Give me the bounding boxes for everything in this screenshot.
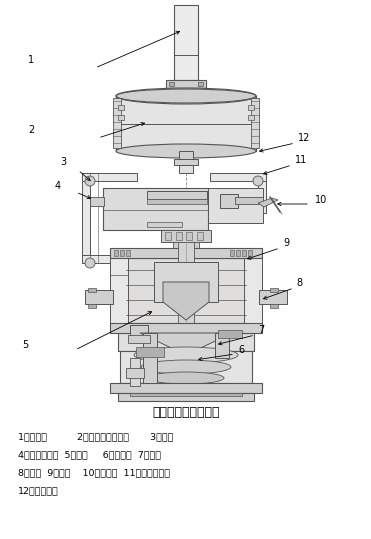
Bar [244,258,262,333]
Text: 5: 5 [22,340,28,350]
Polygon shape [163,282,209,320]
Bar [82,255,147,263]
Bar [270,288,278,292]
Bar [251,98,259,148]
Bar [120,351,252,383]
Ellipse shape [134,347,238,363]
Bar [166,80,206,88]
Ellipse shape [116,88,256,104]
Text: 11: 11 [295,155,307,165]
Bar [218,330,242,338]
Text: 12: 12 [298,133,311,143]
Bar [118,115,124,120]
Bar [103,188,208,230]
Bar [242,250,246,256]
Bar [120,250,124,256]
Bar [116,96,256,151]
Bar [88,304,96,308]
Bar [118,393,254,401]
Bar [110,248,262,258]
Text: 3: 3 [60,157,66,167]
Bar [169,82,174,86]
Ellipse shape [116,144,256,158]
Bar [113,98,121,148]
Bar [90,173,98,263]
Bar [179,151,193,159]
Bar [235,197,263,204]
Bar [208,188,263,223]
Ellipse shape [85,176,95,186]
Bar [88,288,96,292]
Text: 氮气入口压力调节阀: 氮气入口压力调节阀 [152,405,220,418]
Bar [174,159,198,165]
Text: 2: 2 [28,125,34,135]
Bar [90,197,104,206]
Bar [186,232,192,240]
Bar [210,173,266,181]
Bar [220,194,238,208]
Bar [176,232,182,240]
Text: 8、插杆  9、弹簧    10、节流阀  11、指挥器阀芯: 8、插杆 9、弹簧 10、节流阀 11、指挥器阀芯 [18,468,170,477]
Bar [178,242,194,326]
Bar [143,333,157,383]
Bar [118,105,124,110]
Bar [165,232,171,240]
Bar [248,250,252,256]
Text: 1: 1 [28,55,34,65]
Bar [147,191,207,199]
Polygon shape [150,350,222,365]
Bar [270,304,278,308]
Text: 4: 4 [55,181,61,191]
Bar [215,333,229,358]
Text: 4、减压过滤器  5、主阀     6、主阀芯  7、阀杆: 4、减压过滤器 5、主阀 6、主阀芯 7、阀杆 [18,450,161,459]
Text: 8: 8 [296,278,302,288]
Bar [248,115,254,120]
Bar [126,250,130,256]
Ellipse shape [253,176,263,186]
Ellipse shape [148,372,224,384]
Bar [118,333,254,351]
Bar [110,258,128,333]
Bar [258,173,266,213]
Bar [110,383,262,393]
Bar [154,262,218,302]
Bar [130,325,148,337]
Bar [174,5,198,80]
Bar [147,222,182,227]
Bar [147,199,207,204]
Text: 1、指挥器          2、检测执行机构器       3、接管: 1、指挥器 2、检测执行机构器 3、接管 [18,432,173,441]
Text: 6: 6 [238,345,244,355]
Bar [110,323,262,333]
Bar [82,173,137,181]
Bar [236,250,240,256]
Bar [173,242,199,250]
Bar [85,290,113,304]
Bar [248,105,254,110]
Bar [130,358,140,386]
Text: 12、接口螺纹: 12、接口螺纹 [18,486,59,495]
Bar [114,250,118,256]
Bar [197,232,203,240]
Ellipse shape [85,258,95,268]
Bar [136,347,164,357]
Text: 9: 9 [283,238,289,248]
Polygon shape [140,333,232,355]
Bar [198,82,203,86]
Polygon shape [258,198,278,207]
Ellipse shape [141,360,231,374]
Bar [230,250,234,256]
Bar [179,165,193,173]
Bar [126,258,246,323]
Bar [130,393,242,396]
Bar [161,230,211,242]
Bar [128,335,150,343]
Text: 7: 7 [258,325,264,335]
Text: 10: 10 [315,195,327,205]
Bar [259,290,287,304]
Bar [126,368,144,378]
Bar [82,173,90,263]
